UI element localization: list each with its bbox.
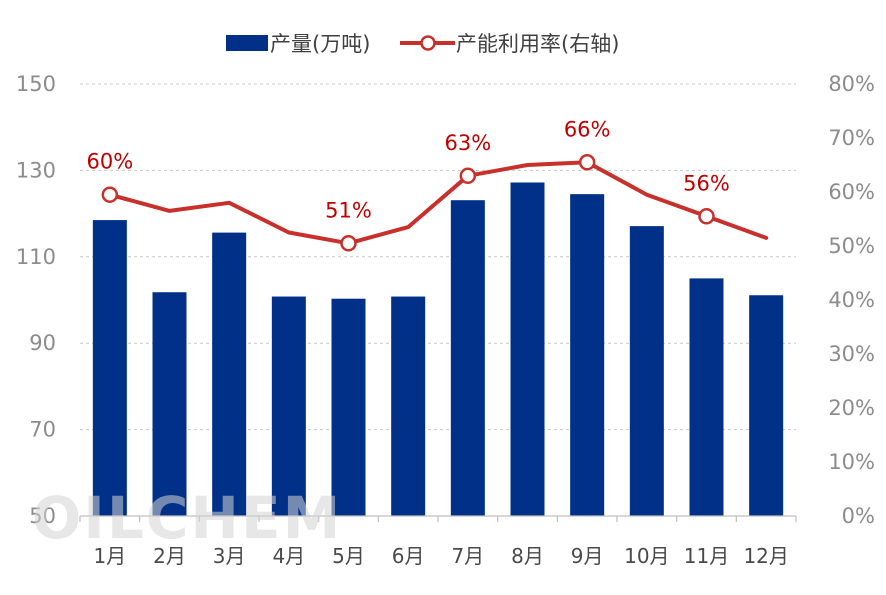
rate-data-label: 63% [444, 131, 491, 155]
y-right-tick-label: 20% [828, 396, 875, 420]
x-tick-label: 10月 [624, 544, 669, 568]
y-left-tick-label: 90 [29, 331, 56, 355]
rate-marker [578, 154, 596, 171]
rate-data-label: 51% [325, 198, 372, 222]
bar [331, 298, 366, 516]
rate-marker [101, 186, 119, 203]
rate-line [107, 160, 769, 246]
bars [92, 182, 784, 517]
x-tick-label: 6月 [392, 544, 425, 568]
y-left-tick-label: 50 [29, 504, 56, 528]
bar [152, 292, 187, 516]
y-left-tick-label: 110 [16, 245, 56, 269]
x-tick-label: 7月 [451, 544, 484, 568]
y-right-tick-label: 10% [828, 450, 875, 474]
bar [749, 295, 784, 516]
y-right-tick-label: 40% [828, 288, 875, 312]
watermark: OILCHEM [32, 484, 342, 552]
legend: 产量(万吨) 产能利用率(右轴) [226, 32, 619, 56]
legend-swatch-bar [226, 35, 268, 51]
x-tick-label: 4月 [272, 544, 305, 568]
rate-marker [340, 235, 357, 252]
y-right-tick-label: 60% [828, 180, 875, 204]
legend-label-bar: 产量(万吨) [270, 32, 370, 56]
y-right-tick-label: 80% [828, 72, 875, 96]
x-tick-label: 11月 [684, 544, 729, 568]
bar [271, 296, 306, 516]
y-left-tick-label: 130 [16, 158, 56, 182]
x-tick-label: 2月 [153, 544, 186, 568]
y-right-tick-label: 30% [828, 342, 875, 366]
y-left-tick-label: 150 [16, 72, 56, 96]
rate-data-label: 66% [564, 117, 611, 141]
bar [450, 200, 485, 516]
y-right-tick-label: 50% [828, 234, 875, 258]
axes: 50 70 90 110 130 150 0% 10% 20% 30% 40% 50% 60% 70% 80… [16, 72, 875, 568]
grid-lines [80, 83, 796, 431]
rate-data-label: 60% [86, 150, 133, 174]
x-tick-label: 5月 [332, 544, 365, 568]
x-tick-label: 8月 [511, 544, 544, 568]
y-right-tick-label: 0% [842, 504, 875, 528]
y-left-tick-label: 70 [29, 418, 56, 442]
rate-data-label: 56% [683, 171, 730, 195]
x-tick-label: 12月 [743, 544, 788, 568]
bar [510, 182, 545, 516]
legend-label-line: 产能利用率(右轴) [456, 32, 619, 56]
rate-marker [459, 167, 477, 185]
bar [391, 296, 426, 516]
legend-swatch-marker [420, 35, 436, 51]
x-tick-label: 9月 [571, 544, 604, 568]
x-tick-label: 1月 [93, 544, 126, 568]
x-tick-label: 3月 [213, 544, 246, 568]
bar [212, 232, 247, 516]
data-labels: 60% 51% 63% 66% 56% [86, 117, 729, 222]
rate-marker [698, 208, 715, 225]
bar [689, 278, 724, 516]
bar [92, 220, 127, 516]
y-right-tick-label: 70% [828, 126, 875, 150]
rate-line-group [101, 154, 769, 252]
bar [629, 226, 664, 517]
bar [570, 194, 605, 516]
